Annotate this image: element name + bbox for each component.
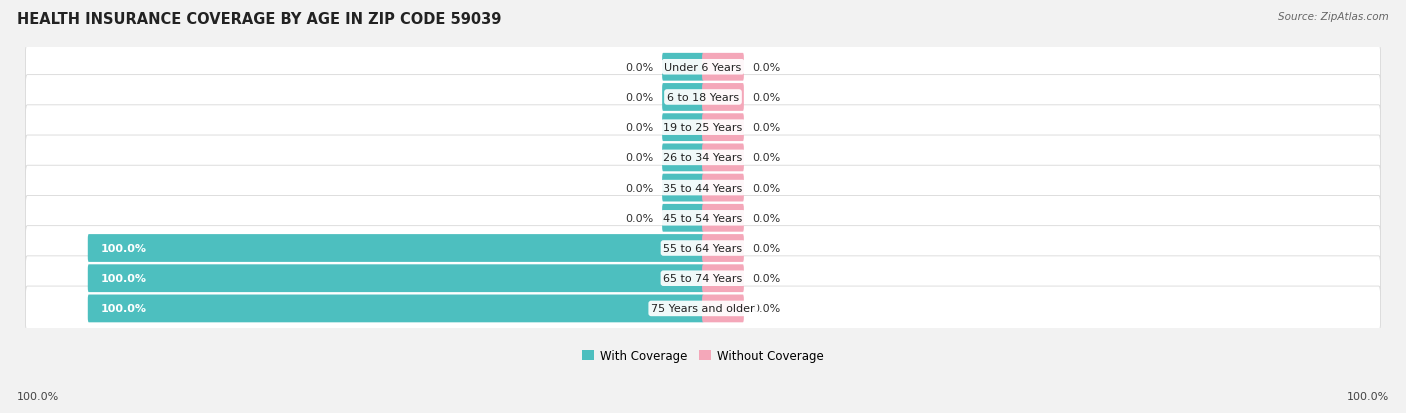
FancyBboxPatch shape — [25, 256, 1381, 301]
FancyBboxPatch shape — [662, 174, 704, 202]
FancyBboxPatch shape — [87, 295, 704, 323]
Text: 0.0%: 0.0% — [752, 93, 780, 103]
Text: 35 to 44 Years: 35 to 44 Years — [664, 183, 742, 193]
FancyBboxPatch shape — [87, 235, 704, 262]
FancyBboxPatch shape — [25, 76, 1381, 120]
FancyBboxPatch shape — [702, 84, 744, 112]
Text: 0.0%: 0.0% — [752, 213, 780, 223]
Text: 0.0%: 0.0% — [752, 63, 780, 73]
FancyBboxPatch shape — [702, 295, 744, 323]
FancyBboxPatch shape — [662, 114, 704, 142]
FancyBboxPatch shape — [702, 54, 744, 81]
FancyBboxPatch shape — [662, 144, 704, 172]
Text: 100.0%: 100.0% — [101, 243, 148, 254]
FancyBboxPatch shape — [702, 204, 744, 232]
FancyBboxPatch shape — [25, 106, 1381, 150]
Text: 0.0%: 0.0% — [752, 123, 780, 133]
Text: 55 to 64 Years: 55 to 64 Years — [664, 243, 742, 254]
Text: Under 6 Years: Under 6 Years — [665, 63, 741, 73]
Text: 0.0%: 0.0% — [752, 304, 780, 313]
Text: 100.0%: 100.0% — [101, 304, 148, 313]
FancyBboxPatch shape — [702, 174, 744, 202]
Text: 0.0%: 0.0% — [626, 123, 654, 133]
FancyBboxPatch shape — [25, 136, 1381, 180]
Text: 65 to 74 Years: 65 to 74 Years — [664, 273, 742, 284]
Text: 26 to 34 Years: 26 to 34 Years — [664, 153, 742, 163]
Text: 6 to 18 Years: 6 to 18 Years — [666, 93, 740, 103]
Text: 0.0%: 0.0% — [752, 273, 780, 284]
Text: 100.0%: 100.0% — [1347, 391, 1389, 401]
FancyBboxPatch shape — [702, 235, 744, 262]
Text: 0.0%: 0.0% — [626, 63, 654, 73]
FancyBboxPatch shape — [25, 226, 1381, 271]
FancyBboxPatch shape — [702, 114, 744, 142]
FancyBboxPatch shape — [25, 196, 1381, 240]
Text: HEALTH INSURANCE COVERAGE BY AGE IN ZIP CODE 59039: HEALTH INSURANCE COVERAGE BY AGE IN ZIP … — [17, 12, 502, 27]
Text: Source: ZipAtlas.com: Source: ZipAtlas.com — [1278, 12, 1389, 22]
Text: 75 Years and older: 75 Years and older — [651, 304, 755, 313]
Text: 0.0%: 0.0% — [626, 153, 654, 163]
FancyBboxPatch shape — [702, 144, 744, 172]
Text: 0.0%: 0.0% — [626, 213, 654, 223]
FancyBboxPatch shape — [702, 265, 744, 292]
FancyBboxPatch shape — [25, 166, 1381, 211]
FancyBboxPatch shape — [87, 265, 704, 292]
FancyBboxPatch shape — [662, 204, 704, 232]
Text: 0.0%: 0.0% — [626, 93, 654, 103]
Text: 0.0%: 0.0% — [752, 153, 780, 163]
Text: 0.0%: 0.0% — [752, 243, 780, 254]
FancyBboxPatch shape — [25, 286, 1381, 331]
Text: 45 to 54 Years: 45 to 54 Years — [664, 213, 742, 223]
Text: 100.0%: 100.0% — [101, 273, 148, 284]
FancyBboxPatch shape — [662, 54, 704, 81]
Text: 100.0%: 100.0% — [17, 391, 59, 401]
FancyBboxPatch shape — [25, 45, 1381, 90]
Text: 19 to 25 Years: 19 to 25 Years — [664, 123, 742, 133]
Legend: With Coverage, Without Coverage: With Coverage, Without Coverage — [578, 345, 828, 367]
Text: 0.0%: 0.0% — [626, 183, 654, 193]
FancyBboxPatch shape — [662, 84, 704, 112]
Text: 0.0%: 0.0% — [752, 183, 780, 193]
